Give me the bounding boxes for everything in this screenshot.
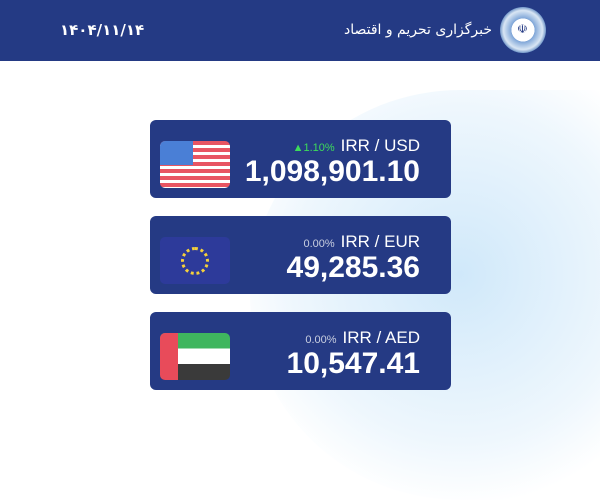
rate-value: 49,285.36 <box>286 251 420 284</box>
us-flag-icon <box>160 141 230 188</box>
rate-card-aed: 0.00% IRR / AED 10,547.41 <box>150 312 451 390</box>
currency-pair: IRR / AED <box>342 328 420 347</box>
change-percent: ▲1.10% <box>292 142 335 154</box>
rate-card-usd: ▲1.10% IRR / USD 1,098,901.10 <box>150 120 451 198</box>
uae-flag-icon <box>160 333 230 380</box>
logo-icon: ☫ <box>500 7 546 53</box>
header: ☫ خبرگزاری تحریم و اقتصاد ۱۴۰۴/۱۱/۱۴ <box>0 0 600 61</box>
date: ۱۴۰۴/۱۱/۱۴ <box>60 21 145 39</box>
eu-flag-icon <box>160 237 230 284</box>
change-percent: 0.00% <box>303 238 335 250</box>
rate-value: 1,098,901.10 <box>244 155 420 188</box>
change-percent: 0.00% <box>305 334 337 346</box>
rate-card-eur: 0.00% IRR / EUR 49,285.36 <box>150 216 451 294</box>
currency-pair: IRR / USD <box>340 136 420 155</box>
site-name: خبرگزاری تحریم و اقتصاد <box>343 22 492 38</box>
rate-value: 10,547.41 <box>286 347 420 380</box>
currency-pair: IRR / EUR <box>340 232 420 251</box>
